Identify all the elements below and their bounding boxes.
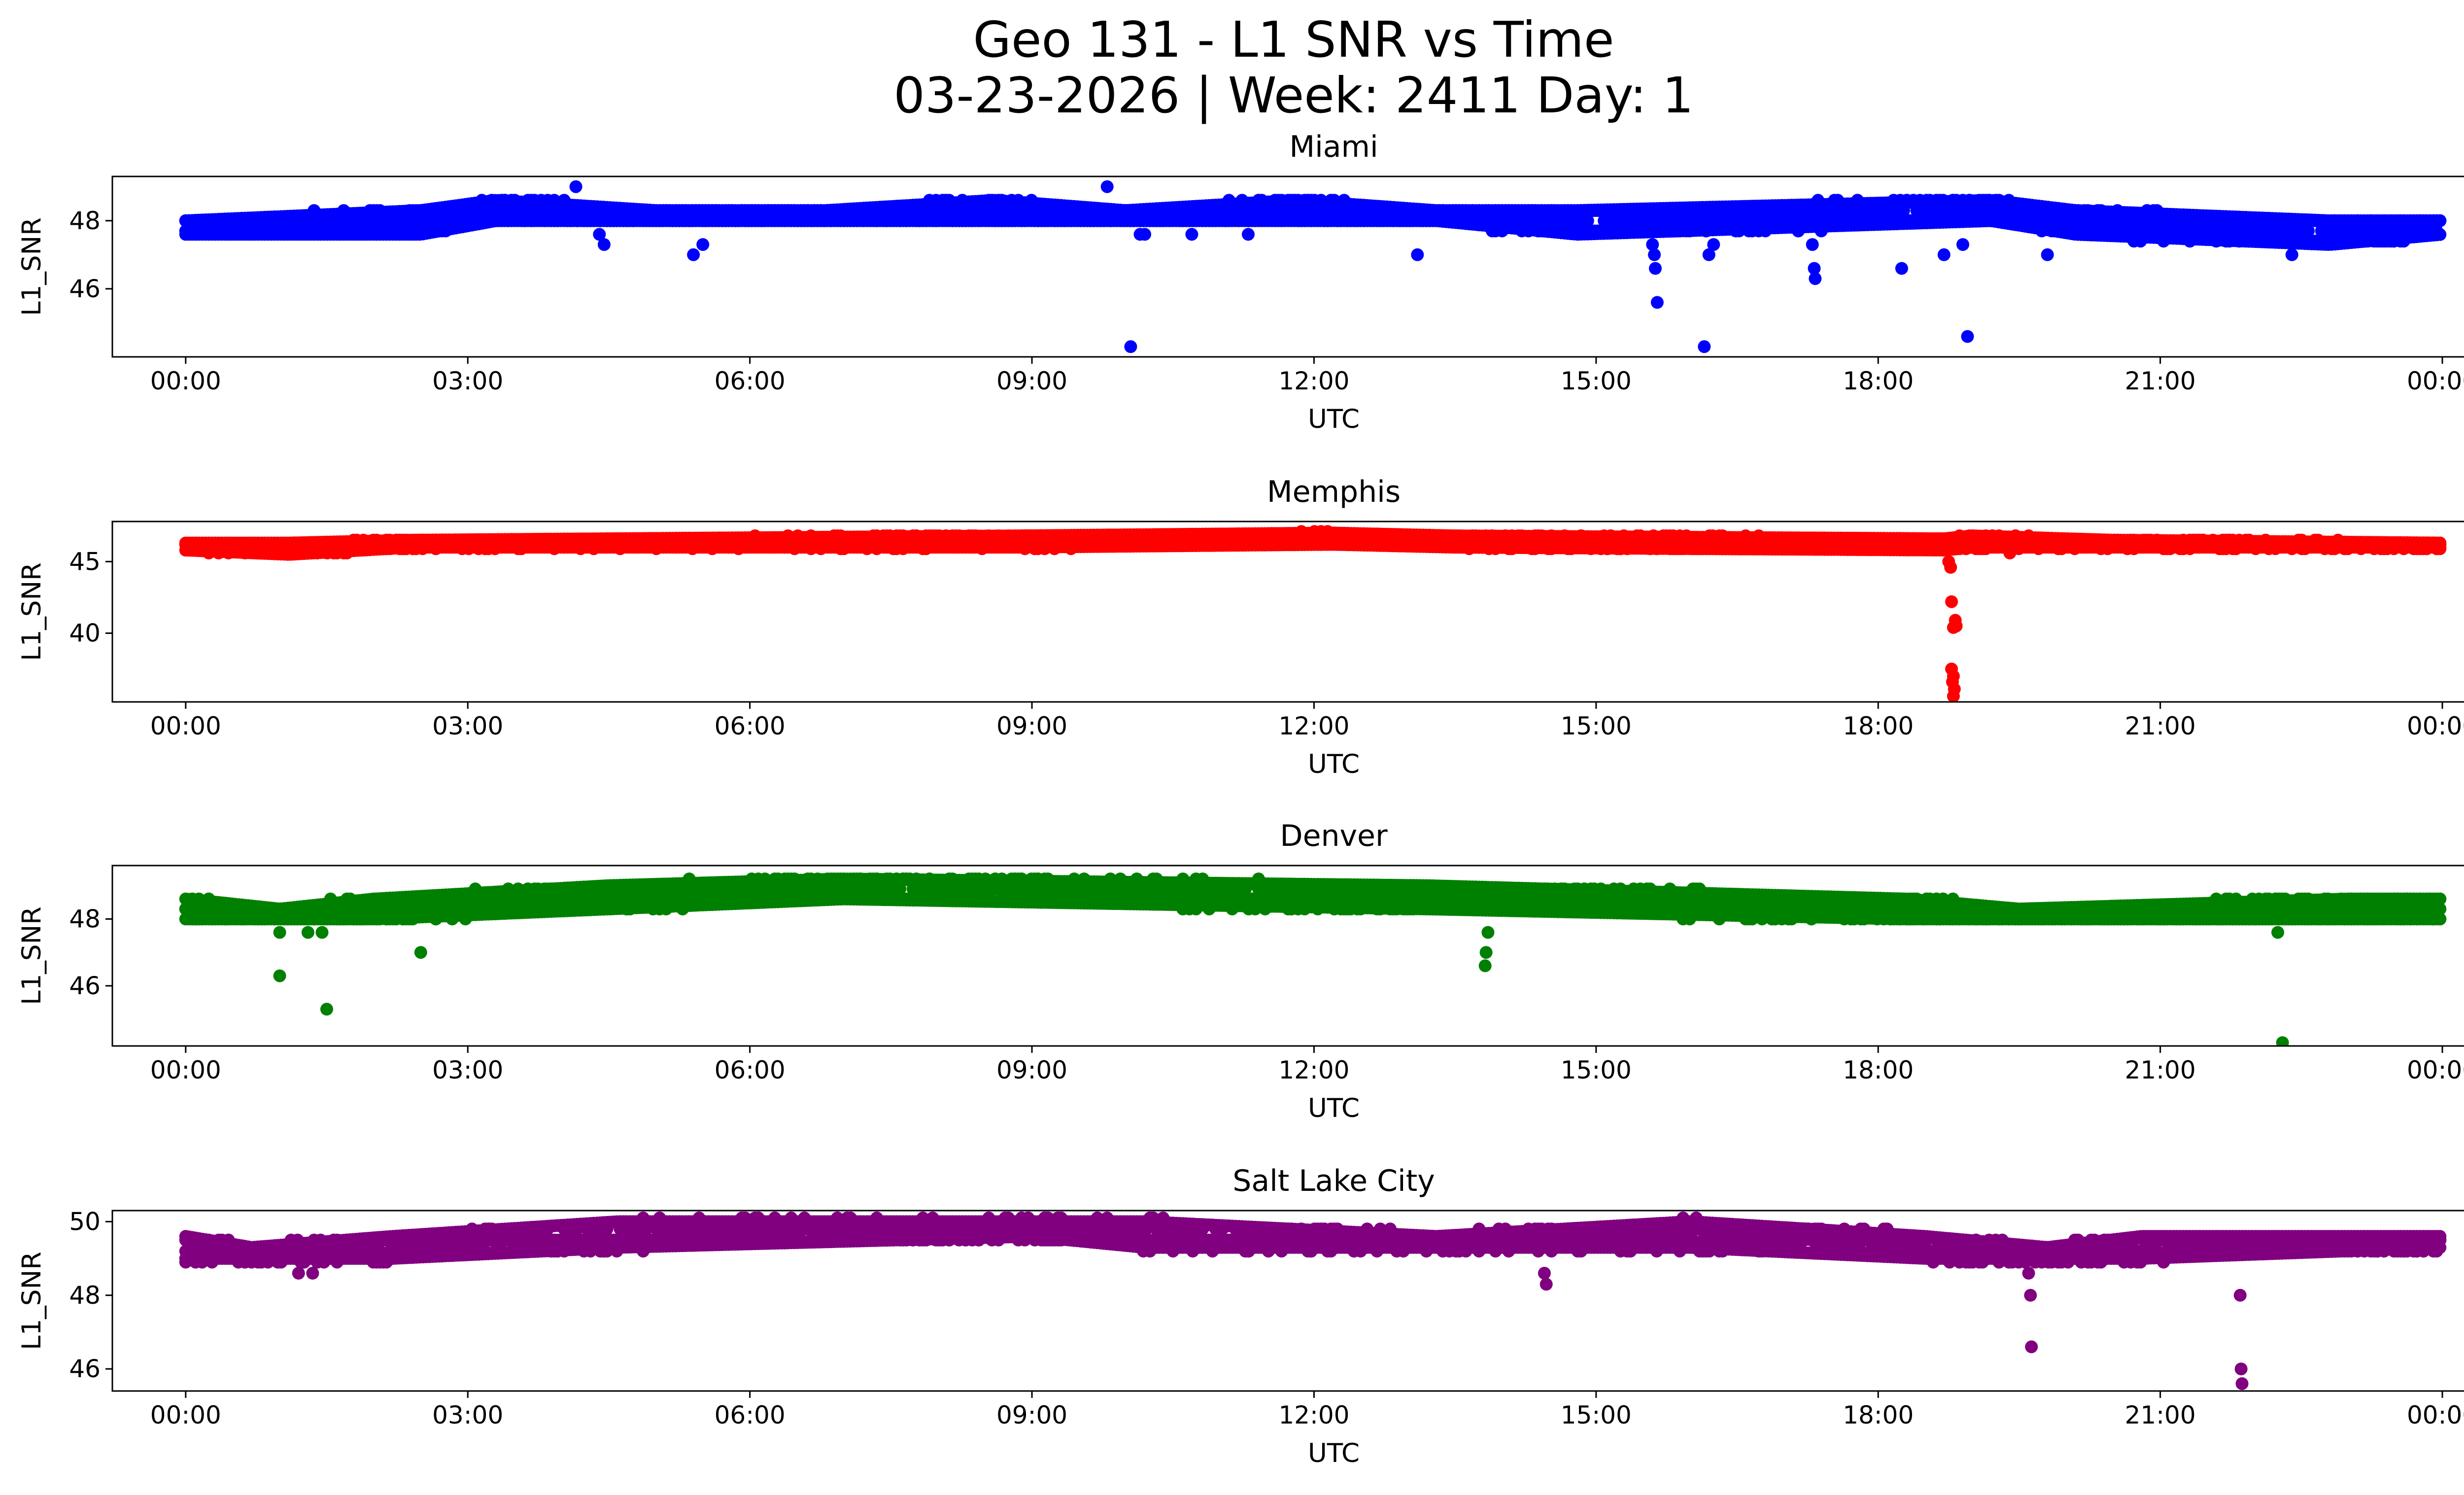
outlier-point <box>2041 248 2054 261</box>
data-point <box>2433 214 2447 227</box>
outlier-point <box>1646 238 1659 251</box>
scatter-points <box>179 180 2447 353</box>
subplot-miami: Miami 00:00 03:00 06:00 09:00 12:00 15:00 18:00… <box>17 130 2464 434</box>
outlier-point <box>597 238 611 251</box>
data-point <box>1528 214 1541 227</box>
subplot-title: Miami <box>1289 130 1378 164</box>
x-tick-label: 03:00 <box>432 367 503 395</box>
data-point <box>1581 214 1594 227</box>
outlier-point <box>1411 248 1424 261</box>
x-tick-label: 00:00 <box>2407 367 2464 395</box>
outlier-point <box>1809 272 1822 285</box>
x-tick-label: 12:00 <box>1278 367 1349 395</box>
outlier-point <box>1808 262 1821 275</box>
outlier-point <box>1185 228 1198 241</box>
x-tick-label: 00:00 <box>150 367 221 395</box>
outlier-point <box>1650 296 1664 309</box>
x-tick-label: 06:00 <box>715 367 786 395</box>
outlier-point <box>2285 248 2298 261</box>
subplots: Miami 00:00 03:00 06:00 09:00 12:00 15:00 18:00… <box>17 130 2464 1468</box>
y-tick-label: 46 <box>69 275 101 303</box>
outlier-point <box>1241 228 1255 241</box>
outlier-point <box>1961 330 1974 343</box>
outlier-point <box>1649 262 1662 275</box>
data-point <box>1650 214 1663 227</box>
data-point <box>1541 214 1555 227</box>
x-tick-label: 21:00 <box>2125 367 2196 395</box>
outlier-point <box>687 248 700 261</box>
outlier-point <box>1937 248 1951 261</box>
outlier-point <box>1702 248 1715 261</box>
data-point <box>2302 224 2315 238</box>
figure-title-line1: Geo 131 - L1 SNR vs Time <box>973 11 1614 69</box>
outlier-point <box>1698 340 1711 353</box>
outlier-point <box>569 180 582 193</box>
outlier-point <box>1138 228 1151 241</box>
outlier-point <box>1100 180 1114 193</box>
data-point <box>2433 228 2447 241</box>
outlier-point <box>1648 248 1661 261</box>
outlier-point <box>1956 238 1969 251</box>
y-tick-label: 48 <box>69 207 101 235</box>
outlier-point <box>1707 238 1720 251</box>
figure-title-line2: 03-23-2026 | Week: 2411 Day: 1 <box>893 67 1693 124</box>
axes-frame <box>111 175 2464 358</box>
outlier-point <box>1806 238 1819 251</box>
x-tick-label: 18:00 <box>1843 367 1914 395</box>
x-tick-label: 15:00 <box>1561 367 1632 395</box>
outlier-point <box>1124 340 1137 353</box>
x-tick-label: 09:00 <box>996 367 1067 395</box>
subplot-title: Memphis <box>1267 475 1401 509</box>
y-axis-label: L1_SNR <box>17 217 47 316</box>
outlier-point <box>696 238 710 251</box>
x-axis-label: UTC <box>1308 404 1360 434</box>
outlier-point <box>1895 262 1908 275</box>
scatter-points <box>179 525 2447 702</box>
outlier-point <box>593 228 606 241</box>
